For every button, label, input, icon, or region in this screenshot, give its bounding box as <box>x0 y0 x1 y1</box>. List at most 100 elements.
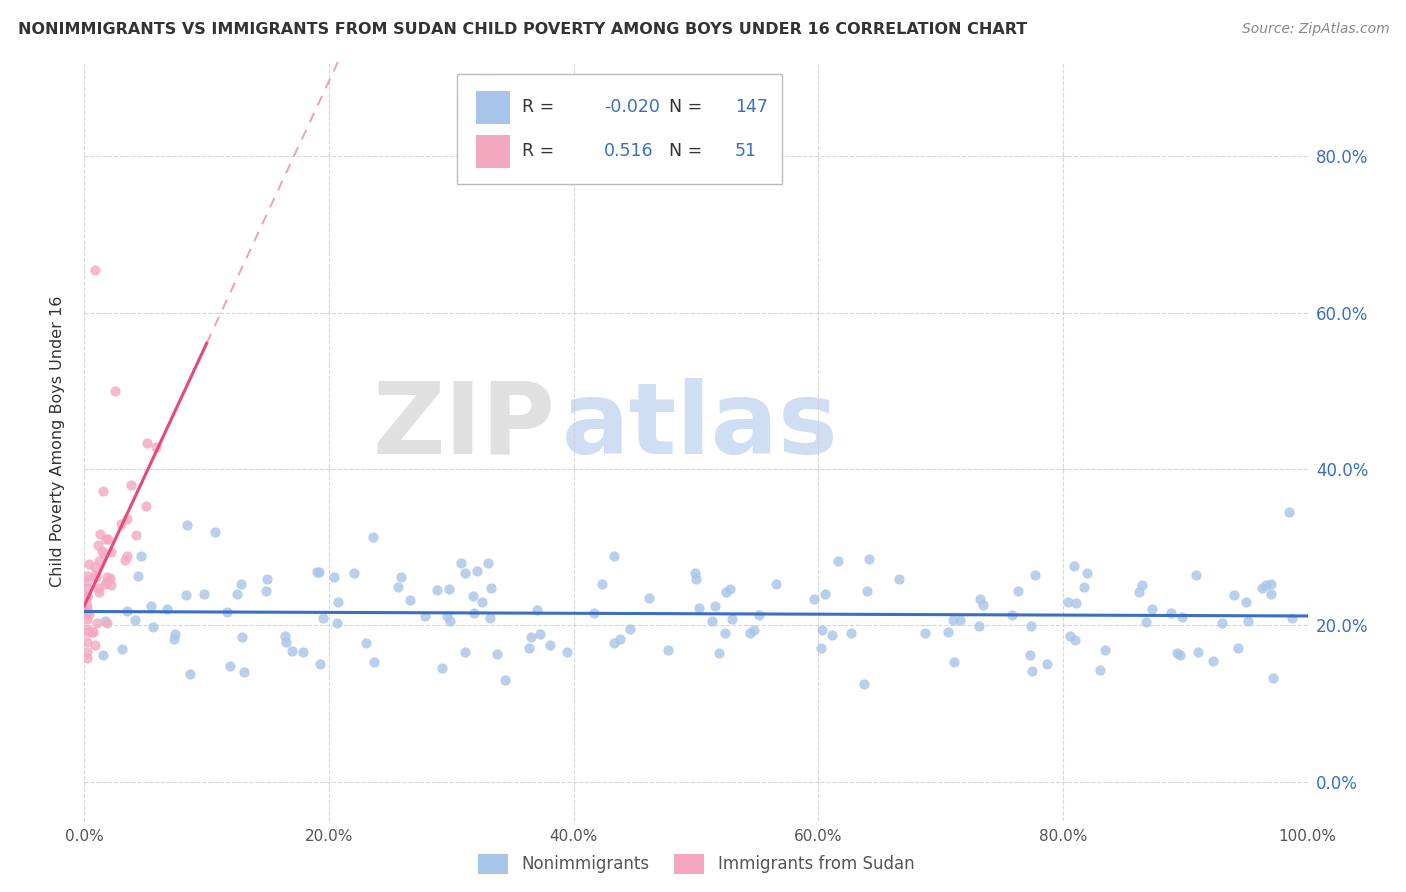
Point <box>162 632 184 647</box>
Point <box>292 645 315 659</box>
Point <box>193 587 215 601</box>
Point <box>84 567 107 582</box>
Point <box>465 564 488 578</box>
Bar <box>475 135 510 168</box>
Point <box>426 583 449 598</box>
Point <box>486 647 509 661</box>
Point <box>363 655 385 669</box>
Point <box>90 543 112 558</box>
Point <box>256 572 278 586</box>
Point <box>179 667 201 681</box>
Point <box>76 651 98 665</box>
Point <box>887 572 910 586</box>
Point <box>135 435 157 450</box>
Point <box>1187 645 1209 659</box>
Point <box>1019 618 1042 632</box>
Point <box>110 641 132 656</box>
Point <box>1281 611 1303 625</box>
Text: N =: N = <box>669 142 707 160</box>
Point <box>1057 595 1080 609</box>
Point <box>97 533 120 547</box>
Point <box>217 605 239 619</box>
Text: R =: R = <box>522 142 560 160</box>
Point <box>76 606 98 620</box>
Point <box>343 566 366 580</box>
Point <box>439 614 461 628</box>
Point <box>311 611 333 625</box>
Point <box>354 636 377 650</box>
Point <box>84 638 107 652</box>
Point <box>96 616 118 631</box>
Point <box>1021 664 1043 678</box>
Text: N =: N = <box>669 98 707 116</box>
Point <box>142 620 165 634</box>
Point <box>856 583 879 598</box>
Point <box>91 648 114 663</box>
Point <box>309 657 332 672</box>
Text: 0.516: 0.516 <box>605 142 654 160</box>
Point <box>86 615 108 630</box>
Point <box>841 626 863 640</box>
Point <box>361 530 384 544</box>
Point <box>225 587 247 601</box>
Point <box>1088 663 1111 677</box>
Point <box>1260 577 1282 591</box>
Text: Source: ZipAtlas.com: Source: ZipAtlas.com <box>1241 22 1389 37</box>
Point <box>526 603 548 617</box>
Point <box>582 606 605 620</box>
Point <box>413 609 436 624</box>
Point <box>120 477 142 491</box>
Point <box>104 384 127 398</box>
Point <box>517 641 540 656</box>
Point <box>76 568 98 582</box>
Y-axis label: Child Poverty Among Boys Under 16: Child Poverty Among Boys Under 16 <box>51 296 65 587</box>
Point <box>328 595 350 609</box>
Point <box>936 625 959 640</box>
Point <box>738 626 761 640</box>
Point <box>1094 642 1116 657</box>
Point <box>969 592 991 607</box>
Point <box>463 607 485 621</box>
Point <box>714 626 737 640</box>
Point <box>1128 585 1150 599</box>
Point <box>685 573 707 587</box>
Point <box>323 570 346 584</box>
Point <box>1064 633 1087 648</box>
Point <box>914 625 936 640</box>
Point <box>98 571 121 585</box>
Point <box>76 645 98 659</box>
Text: 51: 51 <box>735 142 756 160</box>
Point <box>94 577 117 591</box>
Point <box>765 577 787 591</box>
Point <box>1063 559 1085 574</box>
Point <box>87 554 110 568</box>
Point <box>1171 609 1194 624</box>
Point <box>83 560 105 574</box>
Point <box>77 607 100 621</box>
Point <box>1130 577 1153 591</box>
Point <box>89 526 111 541</box>
Point <box>858 552 880 566</box>
Point <box>1168 648 1191 662</box>
Point <box>1234 595 1257 609</box>
Point <box>454 566 477 581</box>
Point <box>231 577 253 591</box>
FancyBboxPatch shape <box>457 74 782 184</box>
Point <box>1007 583 1029 598</box>
Point <box>1140 601 1163 615</box>
Point <box>218 659 240 673</box>
Point <box>76 635 98 649</box>
Point <box>96 570 118 584</box>
Point <box>439 582 461 596</box>
Point <box>1211 615 1233 630</box>
Point <box>657 642 679 657</box>
Point <box>1135 615 1157 629</box>
Point <box>827 554 849 568</box>
Point <box>704 599 727 613</box>
Bar <box>475 91 510 124</box>
Point <box>1237 614 1260 628</box>
Point <box>231 630 253 644</box>
Point <box>254 583 277 598</box>
Point <box>274 634 297 648</box>
Point <box>76 589 98 603</box>
